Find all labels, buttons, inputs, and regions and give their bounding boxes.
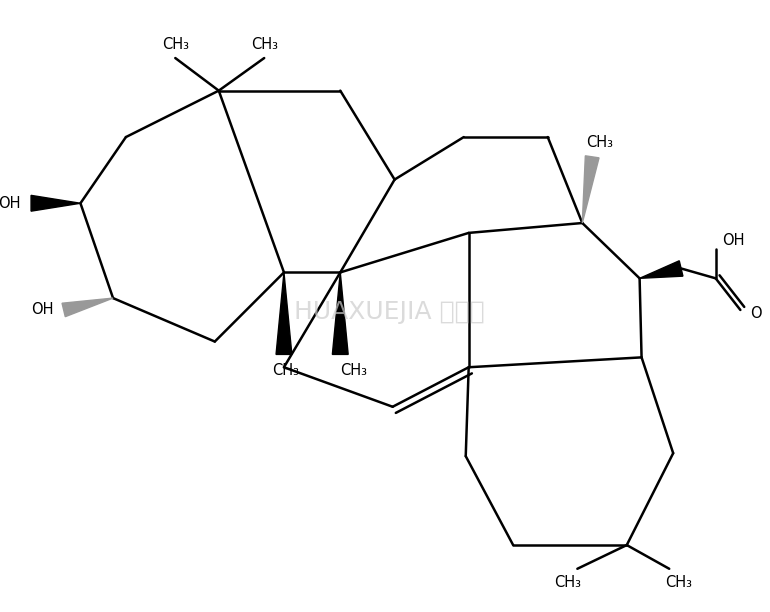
Polygon shape <box>276 272 292 354</box>
Text: OH: OH <box>31 302 53 318</box>
Text: O: O <box>750 307 762 321</box>
Polygon shape <box>640 261 683 278</box>
Text: OH: OH <box>722 233 745 248</box>
Text: CH₃: CH₃ <box>587 135 614 151</box>
Text: CH₃: CH₃ <box>273 363 300 378</box>
Polygon shape <box>333 272 348 354</box>
Polygon shape <box>62 298 113 316</box>
Polygon shape <box>582 156 599 223</box>
Text: OH: OH <box>0 196 21 211</box>
Text: HUAXUEJIA 化学加: HUAXUEJIA 化学加 <box>294 300 485 324</box>
Text: CH₃: CH₃ <box>162 37 189 51</box>
Text: CH₃: CH₃ <box>251 37 278 51</box>
Text: CH₃: CH₃ <box>665 575 692 590</box>
Text: CH₃: CH₃ <box>340 363 367 378</box>
Polygon shape <box>31 195 80 211</box>
Text: CH₃: CH₃ <box>554 575 581 590</box>
